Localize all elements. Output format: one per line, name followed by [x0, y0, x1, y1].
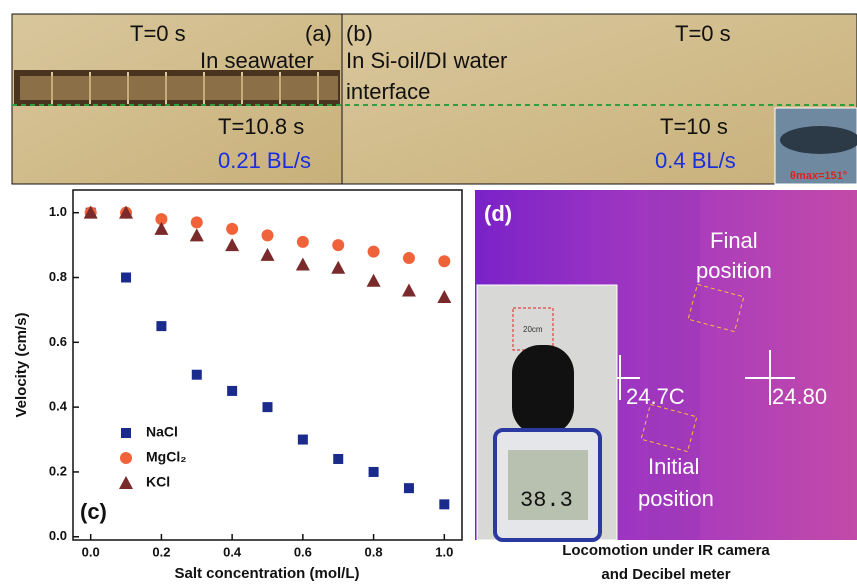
medium-label: interface [346, 79, 430, 104]
panel-b-photo [341, 13, 857, 185]
marker [438, 255, 451, 268]
marker [331, 260, 346, 274]
y-tick-label: 1.0 [49, 204, 67, 219]
time-label: T=0 s [675, 21, 731, 46]
panel-label: (c) [80, 499, 107, 524]
marker [227, 385, 238, 396]
medium-label: In seawater [200, 48, 314, 73]
marker [260, 247, 275, 261]
time-label: T=0 s [130, 21, 186, 46]
x-tick-label: 0.4 [223, 544, 242, 559]
marker [297, 434, 308, 445]
marker [119, 205, 134, 219]
x-axis-label: Salt concentration (mol/L) [174, 565, 359, 582]
marker [261, 229, 274, 242]
panel-label: (a) [305, 21, 332, 46]
marker [439, 499, 450, 510]
marker [226, 222, 239, 235]
time-label: T=10.8 s [218, 114, 304, 139]
position-label: Initial [648, 454, 699, 479]
marker [189, 228, 204, 242]
marker [191, 369, 202, 380]
marker [156, 321, 167, 332]
position-label: position [638, 486, 714, 511]
marker [296, 235, 309, 248]
medium-label: In Si-oil/DI water [346, 48, 507, 73]
meter-reading: 38.3 [520, 488, 573, 513]
legend-marker [121, 428, 131, 438]
legend-marker [120, 452, 132, 464]
marker [401, 283, 416, 297]
droplet [780, 126, 857, 154]
legend-label: NaCl [146, 424, 178, 440]
final-box [687, 283, 745, 333]
marker [121, 272, 132, 283]
x-tick-label: 1.0 [435, 544, 453, 559]
marker [367, 245, 380, 258]
y-tick-label: 0.2 [49, 463, 67, 478]
marker [83, 205, 98, 219]
x-tick-label: 0.2 [152, 544, 170, 559]
angle-label: θmax=151° [790, 170, 847, 182]
time-label: T=10 s [660, 114, 728, 139]
x-tick-label: 0.0 [82, 544, 100, 559]
panel-label: (b) [346, 21, 373, 46]
caption: Locomotion under IR camera [562, 542, 770, 559]
marker [437, 289, 452, 303]
strip-fill [20, 76, 338, 100]
y-tick-label: 0.4 [49, 399, 68, 414]
meter-screen [508, 450, 588, 520]
marker [332, 239, 345, 252]
marker [402, 252, 415, 265]
microphone [512, 345, 574, 435]
marker [333, 453, 344, 464]
marker [368, 466, 379, 477]
legend-marker [119, 476, 133, 489]
track [648, 190, 700, 540]
speed-label: 0.21 BL/s [218, 148, 311, 173]
x-tick-label: 0.8 [365, 544, 383, 559]
marker [366, 273, 381, 287]
marker [190, 216, 203, 229]
marker [155, 213, 168, 226]
caption: and Decibel meter [601, 566, 730, 582]
y-axis-label: Velocity (cm/s) [13, 312, 30, 417]
marker [154, 221, 169, 235]
y-tick-label: 0.6 [49, 334, 67, 349]
marker [225, 238, 240, 252]
ruler-mark: 20cm [523, 325, 543, 334]
y-tick-label: 0.8 [49, 269, 67, 284]
panel-label: (d) [484, 201, 512, 226]
legend-label: KCl [146, 474, 170, 490]
x-tick-label: 0.6 [294, 544, 312, 559]
marker [403, 483, 414, 494]
initial-box [640, 403, 698, 453]
position-label: Final [710, 228, 758, 253]
y-tick-label: 0.0 [49, 528, 67, 543]
marker [262, 402, 273, 413]
speed-label: 0.4 BL/s [655, 148, 736, 173]
legend-label: MgCl₂ [146, 449, 186, 465]
temperature-label: 24.80 [772, 384, 827, 409]
temperature-label: 24.7C [626, 384, 685, 409]
position-label: position [696, 258, 772, 283]
marker [295, 257, 310, 271]
